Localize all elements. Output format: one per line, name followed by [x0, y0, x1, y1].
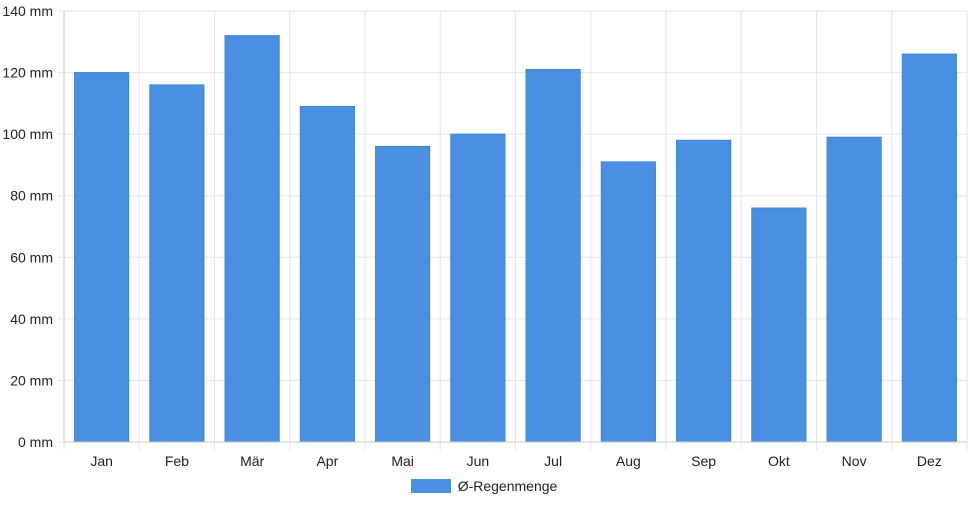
legend-swatch[interactable]: [410, 479, 451, 493]
bar-Mär[interactable]: [224, 35, 280, 443]
bar-Dez[interactable]: [901, 53, 957, 443]
rainfall-bar-chart: 0 mm 20 mm 40 mm 60 mm 80 mm 100 mm 120 mm 140 …: [2, 3, 968, 469]
x-tick-label: Jun: [467, 453, 490, 469]
bar-Okt[interactable]: [751, 207, 807, 443]
y-tick-label: 120 mm: [2, 65, 53, 81]
x-tick-label: Mai: [391, 453, 414, 469]
x-tick-label: Aug: [616, 453, 641, 469]
x-tick-label: Mär: [240, 453, 264, 469]
grid-lines: [58, 10, 968, 450]
y-tick-label: 60 mm: [10, 249, 53, 265]
axes: [63, 11, 967, 443]
bar-Aug[interactable]: [600, 161, 656, 443]
bar-Nov[interactable]: [826, 136, 882, 443]
y-tick-label: 80 mm: [10, 188, 53, 204]
y-tick-label: 100 mm: [2, 126, 53, 142]
y-tick-label: 40 mm: [10, 311, 53, 327]
bar-Jun[interactable]: [450, 133, 506, 443]
x-tick-label: Nov: [842, 453, 867, 469]
y-tick-label: 0 mm: [18, 434, 53, 450]
legend-label[interactable]: Ø-Regenmenge: [457, 478, 558, 494]
x-tick-label: Dez: [917, 453, 942, 469]
x-tick-label: Apr: [316, 453, 338, 469]
bar-Jan[interactable]: [74, 72, 130, 443]
x-tick-label: Feb: [165, 453, 189, 469]
legend[interactable]: Ø-Regenmenge: [0, 478, 968, 494]
bars: [74, 35, 957, 443]
x-tick-labels: Jan Feb Mär Apr Mai Jun Jul Aug Sep Okt Nov Dez: [90, 453, 941, 469]
bar-Jul[interactable]: [525, 68, 581, 443]
x-tick-label: Jul: [544, 453, 562, 469]
y-tick-label: 20 mm: [10, 372, 53, 388]
bar-Feb[interactable]: [149, 84, 205, 443]
x-tick-label: Jan: [90, 453, 113, 469]
x-tick-label: Sep: [691, 453, 716, 469]
bar-Apr[interactable]: [299, 105, 355, 443]
bar-Mai[interactable]: [375, 145, 431, 443]
y-tick-labels: 0 mm 20 mm 40 mm 60 mm 80 mm 100 mm 120 mm 140 …: [2, 3, 53, 450]
x-tick-label: Okt: [768, 453, 790, 469]
bar-Sep[interactable]: [676, 139, 732, 443]
y-tick-label: 140 mm: [2, 3, 53, 19]
